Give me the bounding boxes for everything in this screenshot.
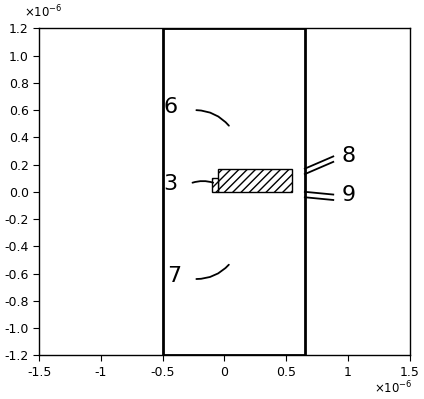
Text: $\times10^{-6}$: $\times10^{-6}$ (374, 380, 413, 396)
Text: 7: 7 (167, 266, 181, 286)
Text: 6: 6 (163, 97, 178, 117)
Text: 3: 3 (163, 174, 178, 194)
Bar (218, 169, 293, 192)
Text: 8: 8 (342, 146, 356, 166)
Bar (163, 28, 305, 355)
Text: 9: 9 (342, 185, 356, 205)
Bar (212, 178, 218, 192)
Text: $\times10^{-6}$: $\times10^{-6}$ (24, 4, 63, 20)
